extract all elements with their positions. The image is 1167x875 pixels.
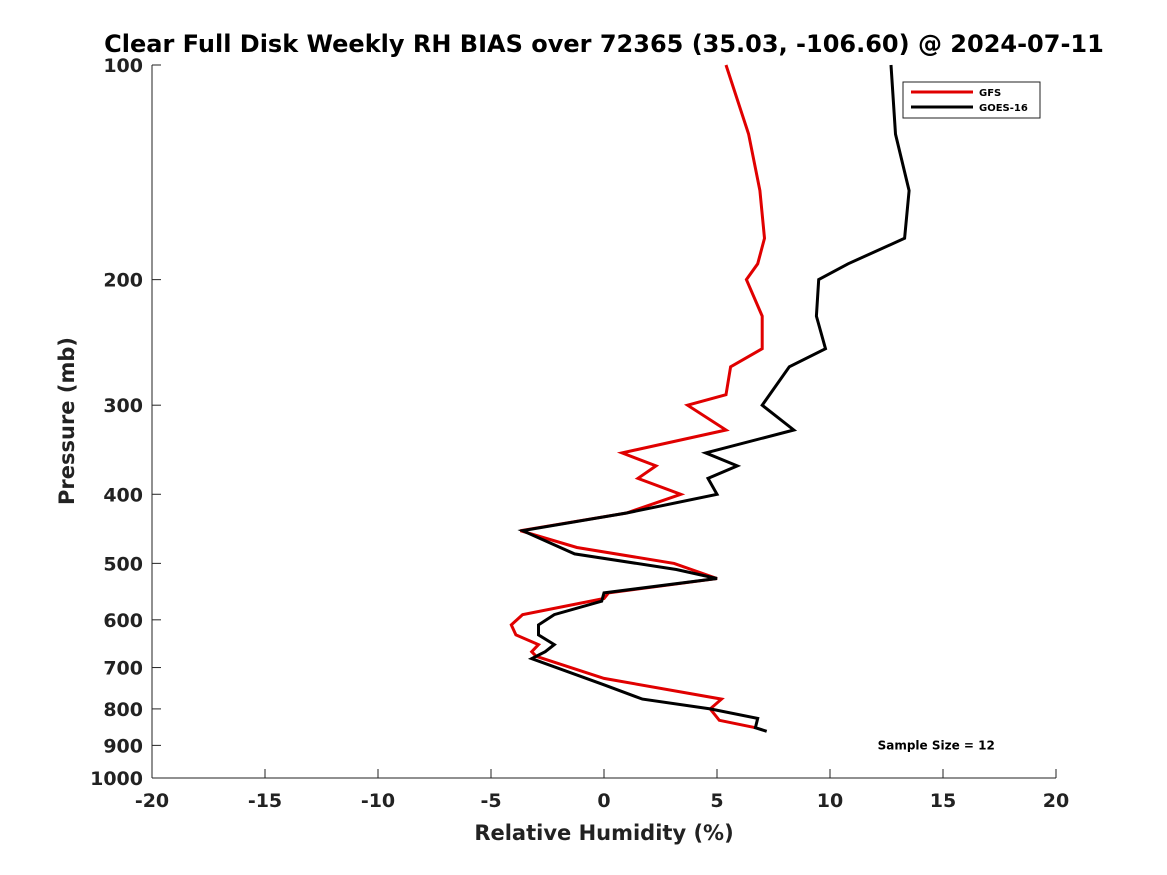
series-line-goes-16 (517, 64, 911, 733)
y-tick-label: 700 (103, 658, 143, 680)
x-tick-label: -5 (480, 790, 501, 812)
x-tick-label: -20 (135, 790, 169, 812)
x-axis-label: Relative Humidity (%) (474, 821, 733, 845)
y-tick-label: 300 (103, 395, 143, 417)
sample-size-annotation: Sample Size = 12 (878, 738, 995, 752)
x-tick-label: -10 (361, 790, 395, 812)
y-axis-label: Pressure (mb) (55, 337, 79, 505)
plot-area (152, 65, 1056, 778)
y-tick-label: 600 (103, 610, 143, 632)
chart-title: Clear Full Disk Weekly RH BIAS over 7236… (104, 30, 1104, 58)
x-tick-label: 20 (1043, 790, 1069, 812)
legend-box (902, 81, 1041, 119)
y-axis-ticks: 100 200 300 400 500 600 700 800 900 1000 (90, 55, 161, 790)
x-tick-label: 15 (930, 790, 956, 812)
x-axis-ticks: -20 -15 -10 -5 0 5 10 15 20 (135, 769, 1069, 812)
x-tick-label: 10 (817, 790, 843, 812)
y-tick-label: 400 (103, 484, 143, 506)
legend-label: GFS (979, 88, 1001, 99)
y-tick-label: 200 (103, 270, 143, 292)
legend-label: GOES-16 (979, 103, 1028, 114)
legend: GFS GOES-16 (902, 81, 1041, 119)
y-tick-label: 500 (103, 553, 143, 575)
y-tick-label: 800 (103, 699, 143, 721)
series-lines (509, 64, 911, 733)
x-tick-label: 0 (597, 790, 610, 812)
y-tick-label: 900 (103, 735, 143, 757)
y-tick-label: 100 (103, 55, 143, 77)
y-tick-label: 1000 (90, 768, 143, 790)
x-tick-label: 5 (710, 790, 723, 812)
x-tick-label: -15 (248, 790, 282, 812)
